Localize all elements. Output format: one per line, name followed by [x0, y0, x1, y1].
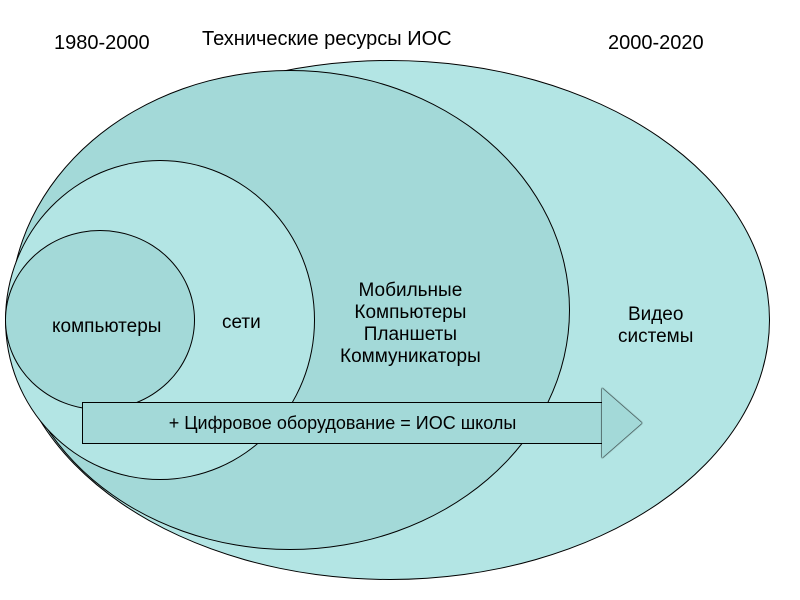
arrow-digital-equipment: + Цифровое оборудование = ИОС школы — [82, 388, 642, 458]
arrow-head-icon — [602, 388, 642, 458]
label-video-line2: системы — [618, 326, 693, 348]
period-left-label: 1980-2000 — [54, 32, 150, 55]
label-video-systems: Видео системы — [618, 304, 693, 348]
diagram-title: Технические ресурсы ИОС — [202, 28, 452, 51]
label-video-line1: Видео — [618, 304, 693, 326]
arrow-body: + Цифровое оборудование = ИОС школы — [82, 402, 602, 444]
label-computers: компьютеры — [52, 316, 161, 338]
label-networks: сети — [222, 312, 261, 334]
arrow-text: + Цифровое оборудование = ИОС школы — [169, 413, 517, 434]
label-mobile-block: МобильныеКомпьютерыПланшетыКоммуникаторы — [340, 280, 481, 368]
period-right-label: 2000-2020 — [608, 32, 704, 55]
